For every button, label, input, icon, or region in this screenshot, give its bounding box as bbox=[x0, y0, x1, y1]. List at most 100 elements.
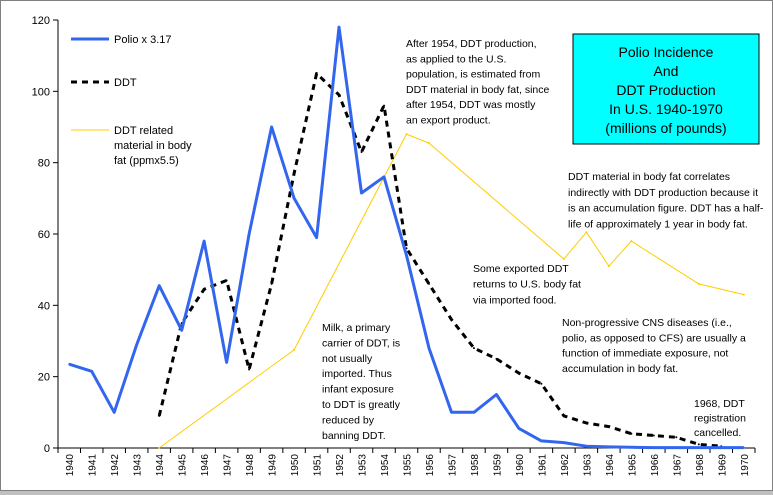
data-point bbox=[383, 175, 386, 178]
data-point bbox=[562, 441, 565, 444]
chart-title-line: In U.S. 1940-1970 bbox=[609, 101, 723, 117]
x-tick-label: 1946 bbox=[200, 454, 211, 477]
data-point bbox=[450, 411, 453, 414]
x-tick-label: 1961 bbox=[537, 454, 548, 477]
annotation-cns: function of immediate exposure, not bbox=[562, 348, 728, 360]
data-point bbox=[225, 361, 228, 364]
chart-axes: 0 20 40 60 80 100 120 1940 1941 1942 1943 1944 1945 1… bbox=[32, 15, 756, 477]
y-tick-label: 0 bbox=[44, 443, 50, 455]
annotation-milk: reduced by bbox=[322, 414, 375, 426]
data-point bbox=[562, 257, 565, 260]
y-tick-label: 40 bbox=[38, 300, 50, 312]
x-tick-label: 1967 bbox=[672, 454, 683, 477]
annotation-export: as applied to the U.S. bbox=[406, 53, 506, 65]
data-point bbox=[427, 142, 430, 145]
data-point bbox=[607, 445, 610, 448]
data-point bbox=[158, 284, 161, 287]
annotation-cns: Non-progressive CNS diseases (i.e., bbox=[562, 317, 732, 329]
data-point bbox=[68, 363, 71, 366]
data-point bbox=[675, 436, 678, 439]
chart-title-line: (millions of pounds) bbox=[605, 120, 726, 136]
x-tick-label: 1956 bbox=[425, 454, 436, 477]
x-tick-label: 1958 bbox=[470, 454, 481, 477]
x-tick-label: 1950 bbox=[290, 454, 301, 477]
data-point bbox=[495, 393, 498, 396]
data-point bbox=[338, 93, 341, 96]
series-line-2 bbox=[158, 133, 744, 449]
data-point bbox=[697, 446, 700, 449]
annotation-export: population, is estimated from bbox=[406, 69, 540, 81]
x-tick-label: 1940 bbox=[65, 454, 76, 477]
annotation-body-fat: DDT material in body fat correlates bbox=[568, 171, 730, 183]
annotation-body-fat: life of approximately 1 year in body fat… bbox=[568, 218, 748, 230]
legend-label-0: Polio x 3.17 bbox=[114, 34, 171, 46]
data-point bbox=[338, 26, 341, 29]
x-tick-label: 1953 bbox=[358, 454, 369, 477]
annotation-exported: Some exported DDT bbox=[473, 263, 569, 275]
annotation-exported: returns to U.S. body fat bbox=[473, 279, 581, 291]
data-point bbox=[585, 231, 588, 234]
x-tick-label: 1945 bbox=[178, 454, 189, 477]
x-tick-label: 1970 bbox=[740, 454, 751, 477]
annotation-milk: Milk, a primary bbox=[322, 322, 391, 334]
data-point bbox=[90, 370, 93, 373]
x-tick-label: 1969 bbox=[717, 454, 728, 477]
data-point bbox=[472, 411, 475, 414]
y-tick-label: 20 bbox=[38, 372, 50, 384]
data-point bbox=[315, 72, 318, 75]
data-point bbox=[585, 445, 588, 448]
y-tick-label: 80 bbox=[38, 158, 50, 170]
annotation-milk: infant exposure bbox=[322, 384, 394, 396]
annotation-export: After 1954, DDT production, bbox=[406, 38, 537, 50]
x-tick-label: 1951 bbox=[313, 454, 324, 477]
x-tick-label: 1968 bbox=[695, 454, 706, 477]
data-point bbox=[495, 357, 498, 360]
data-point bbox=[517, 372, 520, 375]
data-point bbox=[315, 236, 318, 239]
x-tick-label: 1943 bbox=[133, 454, 144, 477]
x-tick-label: 1949 bbox=[268, 454, 279, 477]
x-tick-label: 1955 bbox=[403, 454, 414, 477]
data-point bbox=[585, 422, 588, 425]
annotation-registration: registration bbox=[694, 413, 746, 425]
data-point bbox=[270, 282, 273, 285]
chart-series bbox=[68, 25, 745, 450]
chart-legend: Polio x 3.17 DDT DDT related material in bo… bbox=[71, 34, 192, 167]
data-point bbox=[158, 447, 161, 449]
chart-annotations: After 1954, DDT production, as applied to… bbox=[322, 38, 764, 442]
data-point bbox=[652, 446, 655, 449]
data-point bbox=[562, 414, 565, 417]
x-tick-label: 1965 bbox=[627, 454, 638, 477]
chart-title-box: Polio Incidence And DDT Production In U.S. … bbox=[572, 33, 760, 145]
data-point bbox=[652, 434, 655, 437]
data-point bbox=[540, 382, 543, 385]
data-point bbox=[383, 104, 386, 107]
data-point bbox=[540, 439, 543, 442]
x-tick-label: 1957 bbox=[447, 454, 458, 477]
annotation-milk: carrier of DDT, is bbox=[322, 337, 400, 349]
data-point bbox=[630, 446, 633, 449]
data-point bbox=[405, 254, 408, 257]
data-point bbox=[630, 432, 633, 435]
data-point bbox=[203, 288, 206, 291]
legend-label-1: DDT bbox=[114, 77, 137, 89]
y-tick-label: 100 bbox=[32, 86, 50, 98]
data-point bbox=[697, 443, 700, 446]
chart-title-line: And bbox=[654, 63, 679, 79]
annotation-exported: via imported food. bbox=[473, 294, 556, 306]
annotation-export: after 1954, DDT was mostly bbox=[406, 99, 536, 111]
data-point bbox=[248, 233, 251, 235]
y-tick-label: 120 bbox=[32, 15, 50, 27]
data-point bbox=[180, 329, 183, 332]
data-point bbox=[427, 347, 430, 350]
x-tick-label: 1966 bbox=[650, 454, 661, 477]
data-point bbox=[607, 425, 610, 428]
data-point bbox=[225, 279, 228, 282]
data-point bbox=[607, 265, 610, 268]
annotation-milk: not usually bbox=[322, 353, 373, 365]
annotation-registration: 1968, DDT bbox=[694, 398, 745, 410]
x-tick-label: 1947 bbox=[223, 454, 234, 477]
data-point bbox=[293, 348, 296, 351]
annotation-body-fat: is an accumulation figure. DDT has a hal… bbox=[568, 203, 764, 215]
